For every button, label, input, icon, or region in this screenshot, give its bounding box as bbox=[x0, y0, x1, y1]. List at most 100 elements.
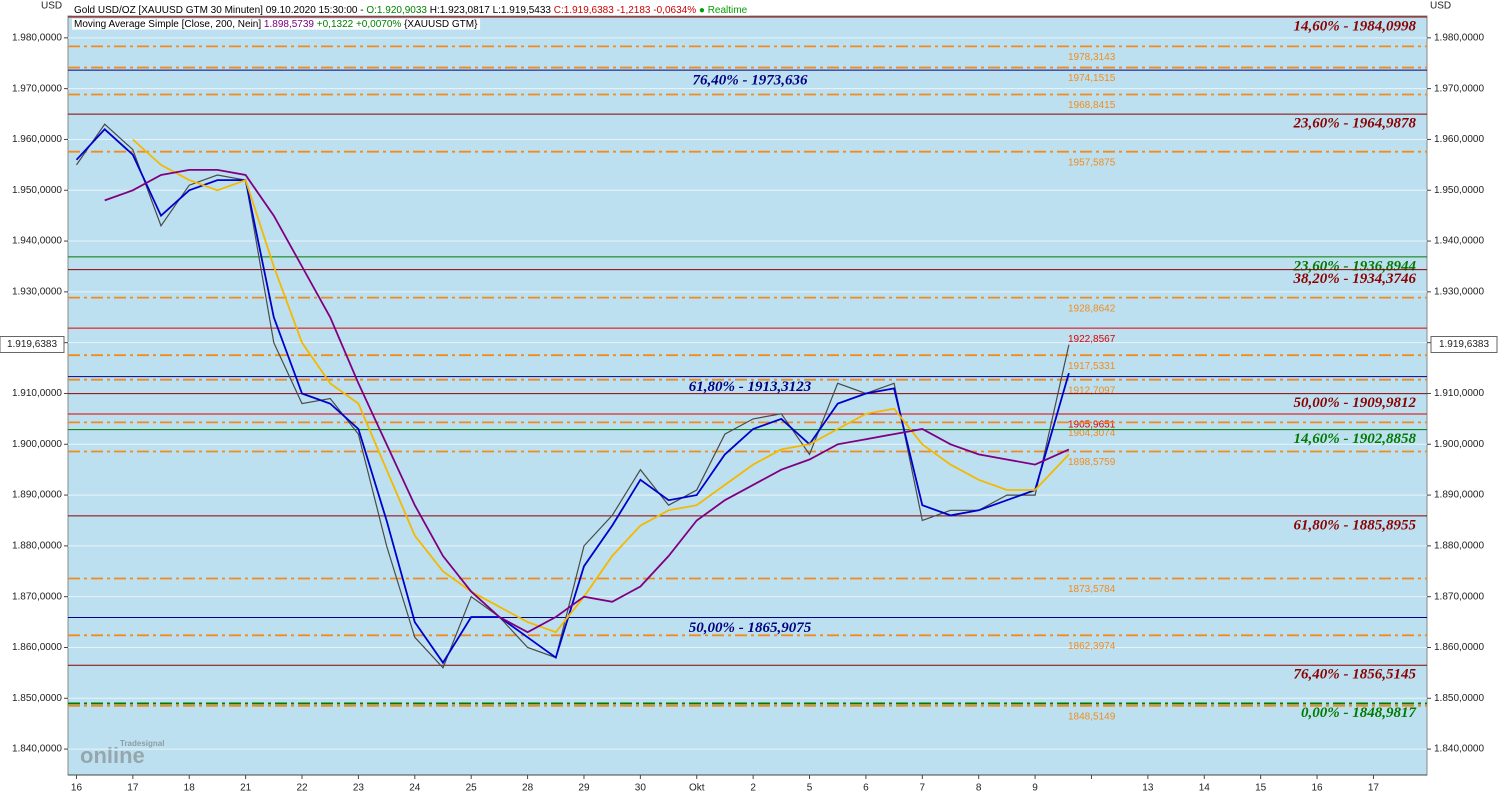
x-tick-label: 16 bbox=[1311, 783, 1323, 794]
y-tick-label: 1.910,0000 bbox=[1434, 388, 1484, 399]
legend-text: ● Realtime bbox=[696, 5, 747, 16]
legend-line: Moving Average Simple [Close, 200, Nein]… bbox=[74, 19, 478, 30]
y-tick-label: 1.940,0000 bbox=[12, 236, 62, 247]
y-tick-label: 1.840,0000 bbox=[12, 744, 62, 755]
series-line bbox=[75, 128, 1070, 665]
fib-label: 61,80% - 1913,3123 bbox=[689, 379, 812, 395]
y-tick-label: 1.900,0000 bbox=[12, 439, 62, 450]
fib-label: 61,80% - 1885,8955 bbox=[1294, 517, 1417, 533]
logo-main: online bbox=[80, 743, 145, 768]
y-tick-label: 1.930,0000 bbox=[12, 287, 62, 298]
level-label: 1912,7097 bbox=[1068, 385, 1116, 396]
y-tick-label: 1.930,0000 bbox=[1434, 287, 1484, 298]
x-tick-label: 24 bbox=[409, 783, 421, 794]
legend-text: {XAUUSD GTM} bbox=[401, 19, 478, 30]
price-tag bbox=[1430, 336, 1498, 354]
x-tick-label: 18 bbox=[184, 783, 196, 794]
price-tag-label: 1.919,6383 bbox=[1439, 339, 1489, 350]
x-tick-label: 6 bbox=[863, 783, 869, 794]
level-label: 1928,8642 bbox=[1068, 303, 1116, 314]
price-tag-label: 1.919,6383 bbox=[7, 339, 57, 350]
series-line bbox=[132, 138, 1070, 634]
y-tick-label: 1.870,0000 bbox=[1434, 591, 1484, 602]
price-tag bbox=[0, 336, 65, 354]
x-tick-label: 9 bbox=[1032, 783, 1038, 794]
x-tick-label: Okt bbox=[689, 783, 705, 794]
x-tick-label: 17 bbox=[127, 783, 139, 794]
y-tick-label: 1.950,0000 bbox=[1434, 185, 1484, 196]
fib-label: 38,20% - 1934,3746 bbox=[1293, 271, 1417, 287]
logo-top: Tradesignal bbox=[120, 739, 164, 748]
legend-background bbox=[72, 4, 750, 16]
y-tick-label: 1.860,0000 bbox=[1434, 642, 1484, 653]
y-tick-label: 1.890,0000 bbox=[12, 490, 62, 501]
legend-text: Gold USD/OZ [XAUUSD GTM 30 Minuten] 09.1… bbox=[74, 5, 366, 16]
level-label: 1862,3974 bbox=[1068, 641, 1116, 652]
x-tick-label: 16 bbox=[71, 783, 83, 794]
x-tick-label: 25 bbox=[466, 783, 478, 794]
legend-text: Moving Average Simple [Close, 200, Nein] bbox=[74, 19, 264, 30]
fib-label: 23,60% - 1964,9878 bbox=[1293, 116, 1417, 132]
fib-label: 14,60% - 1984,0998 bbox=[1294, 18, 1417, 34]
legend-text: H:1.923,0817 L:1.919,5433 bbox=[427, 5, 554, 16]
y-tick-label: 1.880,0000 bbox=[1434, 541, 1484, 552]
level-label: 1917,5331 bbox=[1068, 361, 1116, 372]
y-tick-label: 1.890,0000 bbox=[1434, 490, 1484, 501]
level-label: 1957,5875 bbox=[1068, 157, 1116, 168]
y-tick-label: 1.850,0000 bbox=[12, 693, 62, 704]
x-tick-label: 8 bbox=[976, 783, 982, 794]
fib-label: 50,00% - 1865,9075 bbox=[689, 620, 812, 636]
level-label: 1905,9651 bbox=[1068, 420, 1116, 431]
y-tick-label: 1.880,0000 bbox=[12, 541, 62, 552]
level-label: 1848,5149 bbox=[1068, 711, 1116, 722]
logo: Tradesignal online bbox=[80, 739, 164, 768]
y-tick-label: 1.940,0000 bbox=[1434, 236, 1484, 247]
y-tick-label: 1.850,0000 bbox=[1434, 693, 1484, 704]
x-tick-label: 21 bbox=[240, 783, 252, 794]
legend-text: +0,1322 +0,0070% bbox=[314, 19, 401, 30]
y-tick-label: 1.900,0000 bbox=[1434, 439, 1484, 450]
y-tick-label: 1.980,0000 bbox=[1434, 32, 1484, 43]
y-tick-label: 1.840,0000 bbox=[1434, 744, 1484, 755]
x-tick-label: 7 bbox=[920, 783, 926, 794]
axis-unit-left: USD bbox=[41, 1, 62, 12]
fib-label: 0,00% - 1848,9817 bbox=[1301, 705, 1416, 721]
x-tick-label: 23 bbox=[353, 783, 365, 794]
level-label: 1978,3143 bbox=[1068, 52, 1116, 63]
level-label: 1873,5784 bbox=[1068, 584, 1116, 595]
x-tick-label: 13 bbox=[1142, 783, 1154, 794]
x-tick-label: 17 bbox=[1368, 783, 1380, 794]
x-tick-label: 22 bbox=[296, 783, 308, 794]
y-tick-label: 1.860,0000 bbox=[12, 642, 62, 653]
legend-background bbox=[72, 18, 481, 30]
fib-label: 23,60% - 1936,8944 bbox=[1293, 258, 1417, 274]
y-tick-label: 1.970,0000 bbox=[12, 83, 62, 94]
x-tick-label: 28 bbox=[522, 783, 534, 794]
level-label: 1974,1515 bbox=[1068, 73, 1116, 84]
y-tick-label: 1.960,0000 bbox=[1434, 134, 1484, 145]
x-tick-label: 5 bbox=[807, 783, 813, 794]
legend-text: O:1.920,9033 bbox=[366, 5, 427, 16]
fib-label: 76,40% - 1856,5145 bbox=[1294, 667, 1417, 683]
fib-label: 50,00% - 1909,9812 bbox=[1294, 395, 1417, 411]
level-label: 1904,3074 bbox=[1068, 428, 1116, 439]
axis-unit-right: USD bbox=[1430, 1, 1451, 12]
y-tick-label: 1.870,0000 bbox=[12, 591, 62, 602]
legend-line: Gold USD/OZ [XAUUSD GTM 30 Minuten] 09.1… bbox=[74, 5, 748, 16]
series-line bbox=[104, 169, 1070, 634]
x-tick-label: 15 bbox=[1255, 783, 1267, 794]
y-tick-label: 1.950,0000 bbox=[12, 185, 62, 196]
fib-label: 14,60% - 1902,8858 bbox=[1294, 431, 1417, 447]
x-tick-label: 2 bbox=[750, 783, 756, 794]
level-label: 1922,8567 bbox=[1068, 334, 1116, 345]
plot-area bbox=[67, 15, 1428, 776]
y-tick-label: 1.960,0000 bbox=[12, 134, 62, 145]
y-tick-label: 1.970,0000 bbox=[1434, 83, 1484, 94]
level-label: 1968,8415 bbox=[1068, 100, 1116, 111]
x-tick-label: 29 bbox=[578, 783, 590, 794]
legend-text: C:1.919,6383 -1,2183 -0,0634% bbox=[554, 5, 696, 16]
legend-text: 1.898,5739 bbox=[264, 19, 314, 30]
y-tick-label: 1.910,0000 bbox=[12, 388, 62, 399]
x-tick-label: 14 bbox=[1199, 783, 1211, 794]
